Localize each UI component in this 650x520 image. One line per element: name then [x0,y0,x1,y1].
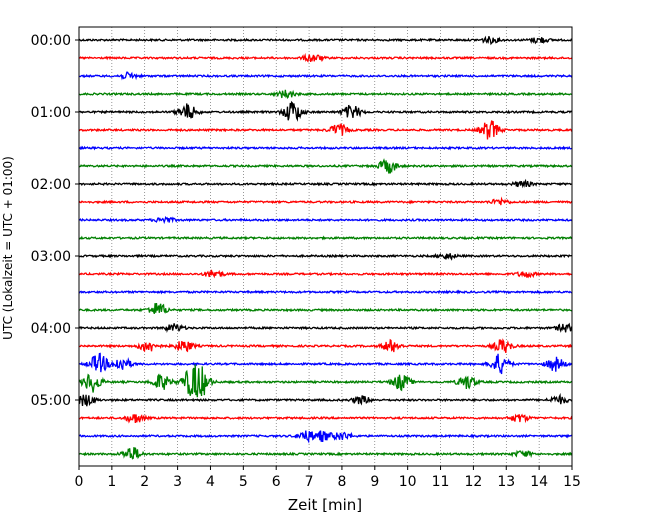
trace-0330 [78,289,573,295]
trace-0315 [78,269,573,279]
trace-0230 [78,215,573,225]
x-tick-label: 5 [239,474,248,490]
trace-0000 [78,35,573,46]
y-tick-label: 02:00 [31,177,71,193]
y-tick-label: 01:00 [31,105,71,121]
trace-0500 [78,392,573,407]
trace-0300 [78,252,573,261]
x-tick-label: 0 [75,474,84,490]
trace-0130 [78,145,573,151]
y-tick-label: 00:00 [31,33,71,49]
trace-0430 [78,352,573,375]
trace-0515 [78,413,573,424]
traces [78,35,573,460]
trace-0115 [78,120,573,140]
trace-0530 [78,430,573,444]
trace-0415 [78,338,573,353]
x-tick-label: 11 [432,474,450,490]
x-tick-label: 2 [140,474,149,490]
x-tick-label: 1 [107,474,116,490]
trace-0400 [78,322,573,334]
y-axis-label: UTC (Lokalzeit = UTC + 01:00) [1,156,15,340]
x-tick-label: 8 [337,474,346,490]
trace-0345 [78,303,573,315]
trace-0245 [78,235,573,241]
y-axis-ticks: 00:00 01:00 02:00 03:00 04:00 05:00 [31,33,79,409]
trace-0100 [78,100,573,122]
trace-0030 [78,71,573,81]
x-tick-label: 3 [173,474,182,490]
x-tick-label: 6 [272,474,281,490]
trace-0015 [78,52,573,63]
x-axis-label: Zeit [min] [288,496,362,514]
x-tick-label: 14 [530,474,548,490]
x-tick-label: 7 [305,474,314,490]
trace-0215 [78,196,573,206]
trace-0045 [78,89,573,99]
x-axis-ticks: 0 1 2 3 4 5 6 7 8 9 10 11 12 13 14 15 [75,466,581,490]
x-tick-label: 4 [206,474,215,490]
y-tick-label: 05:00 [31,393,71,409]
y-tick-label: 04:00 [31,321,71,337]
x-tick-label: 13 [497,474,515,490]
trace-0145 [78,158,573,174]
x-tick-label: 12 [464,474,482,490]
x-tick-label: 15 [563,474,581,490]
trace-0200 [78,178,573,189]
plot-frame [78,26,573,467]
y-tick-label: 03:00 [31,249,71,265]
trace-0545 [78,447,573,460]
x-tick-label: 9 [370,474,379,490]
x-tick-label: 10 [399,474,417,490]
trace-0445 [78,364,573,398]
